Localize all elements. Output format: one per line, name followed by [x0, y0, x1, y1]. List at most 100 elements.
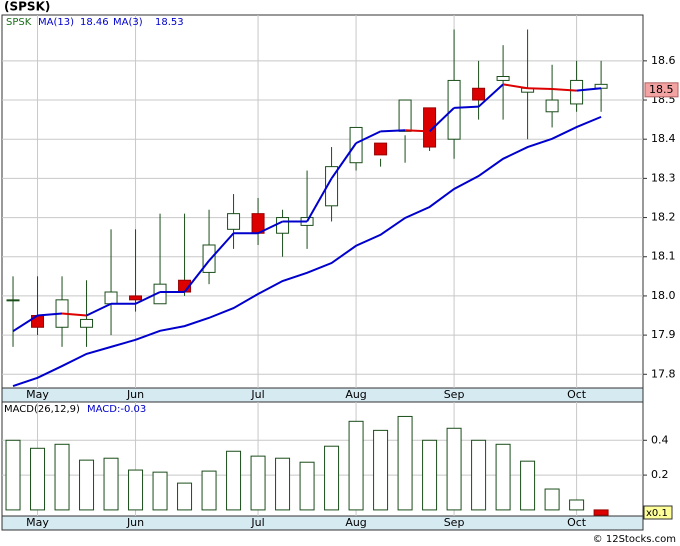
ma-segment: [208, 232, 235, 262]
ma-segment: [527, 87, 553, 91]
legend-value: 18.46: [80, 17, 109, 28]
candle-body: [349, 126, 363, 164]
bar: [397, 415, 413, 511]
bar: [226, 450, 242, 511]
bar: [250, 455, 266, 511]
bar: [593, 509, 609, 516]
legend-value: 18.53: [155, 17, 184, 28]
x-tick-label: Jul: [250, 388, 264, 401]
bar: [520, 460, 536, 511]
y-tick-label: 0.4: [651, 433, 669, 446]
bar: [446, 427, 462, 511]
candle-body: [202, 244, 216, 273]
legend-label: MA(13): [38, 17, 74, 28]
footer: © 12Stocks.com: [593, 534, 676, 545]
candle-body: [129, 295, 143, 301]
bar: [299, 461, 315, 511]
bar: [79, 459, 95, 511]
ma-segment: [306, 177, 333, 222]
bar: [422, 439, 438, 511]
bar: [103, 457, 119, 511]
bar: [275, 457, 291, 511]
bar: [348, 420, 364, 511]
x-tick-label: Sep: [444, 516, 465, 529]
legend-value: MACD:-0.03: [87, 404, 146, 415]
scale-label: x0.1: [646, 508, 668, 519]
bar: [152, 471, 168, 511]
ma-segment: [380, 129, 406, 133]
x-tick-label: May: [26, 516, 49, 529]
x-axis-band: [1, 515, 644, 531]
candle-body: [570, 79, 584, 105]
x-tick-label: May: [26, 388, 49, 401]
bar: [471, 439, 487, 511]
x-tick-label: Sep: [444, 388, 465, 401]
x-tick-label: Aug: [345, 388, 366, 401]
x-tick-label: Jun: [126, 388, 144, 401]
bar: [544, 488, 560, 511]
x-tick-label: Jun: [126, 516, 144, 529]
candle-body: [325, 166, 339, 207]
ma-segment: [552, 88, 577, 92]
candle-body: [496, 76, 510, 81]
candle-body: [423, 107, 437, 148]
ma-segment: [37, 312, 63, 317]
ma-segment: [477, 83, 504, 108]
ma-segment: [355, 130, 382, 145]
ma-segment: [61, 312, 87, 317]
bar: [128, 469, 144, 511]
candle-body: [227, 213, 241, 230]
y-tick-label: 18.2: [651, 211, 676, 224]
ma-segment: [576, 87, 602, 92]
bar: [201, 470, 217, 511]
x-axis-band: [1, 387, 644, 403]
candle-body: [104, 291, 118, 305]
bar: [373, 429, 389, 511]
ma-segment: [135, 291, 161, 305]
x-tick-label: Aug: [345, 516, 366, 529]
bar: [495, 443, 511, 511]
price-marker-label: 18.5: [649, 83, 674, 96]
y-tick-label: 17.9: [651, 328, 676, 341]
y-tick-label: 18.6: [651, 54, 676, 67]
ma-segment: [502, 83, 528, 90]
bar: [324, 445, 340, 511]
y-tick-label: 18.3: [651, 171, 676, 184]
candle-body: [447, 79, 461, 140]
y-tick-label: 18.0: [651, 289, 676, 302]
ma-segment: [405, 129, 430, 133]
chart-title: (SPSK): [4, 0, 50, 14]
candle-body: [472, 87, 486, 101]
candle-body: [398, 99, 412, 132]
plot-area: [1, 14, 644, 389]
candle-body: [276, 217, 290, 234]
bar: [30, 447, 46, 511]
x-tick-label: Jul: [250, 516, 264, 529]
scale-box: [643, 505, 673, 520]
candle-body: [374, 142, 388, 156]
y-tick-label: 18.4: [651, 132, 676, 145]
legend-label: SPSK: [6, 17, 32, 28]
bar: [54, 443, 70, 511]
legend-label: MA(3): [113, 17, 143, 28]
price-marker: [644, 82, 679, 98]
y-tick-label: 18.1: [651, 250, 676, 263]
y-tick-label: 0.2: [651, 468, 669, 481]
ma-segment: [428, 107, 455, 133]
ma-segment: [183, 260, 210, 293]
x-tick-label: Oct: [567, 388, 587, 401]
ma-line: [12, 115, 602, 387]
y-tick-label: 17.8: [651, 367, 676, 380]
ma-segment: [12, 314, 39, 333]
legend-label: MACD(26,12,9): [4, 404, 80, 415]
ma-segment: [330, 142, 357, 179]
ma-segment: [454, 105, 479, 109]
ma-segment: [257, 220, 283, 235]
bar: [177, 482, 193, 511]
ma-segment: [86, 302, 112, 317]
x-tick-label: Oct: [567, 516, 587, 529]
candle-body: [545, 99, 559, 113]
candle-body: [6, 299, 20, 302]
candle-body: [80, 318, 94, 328]
